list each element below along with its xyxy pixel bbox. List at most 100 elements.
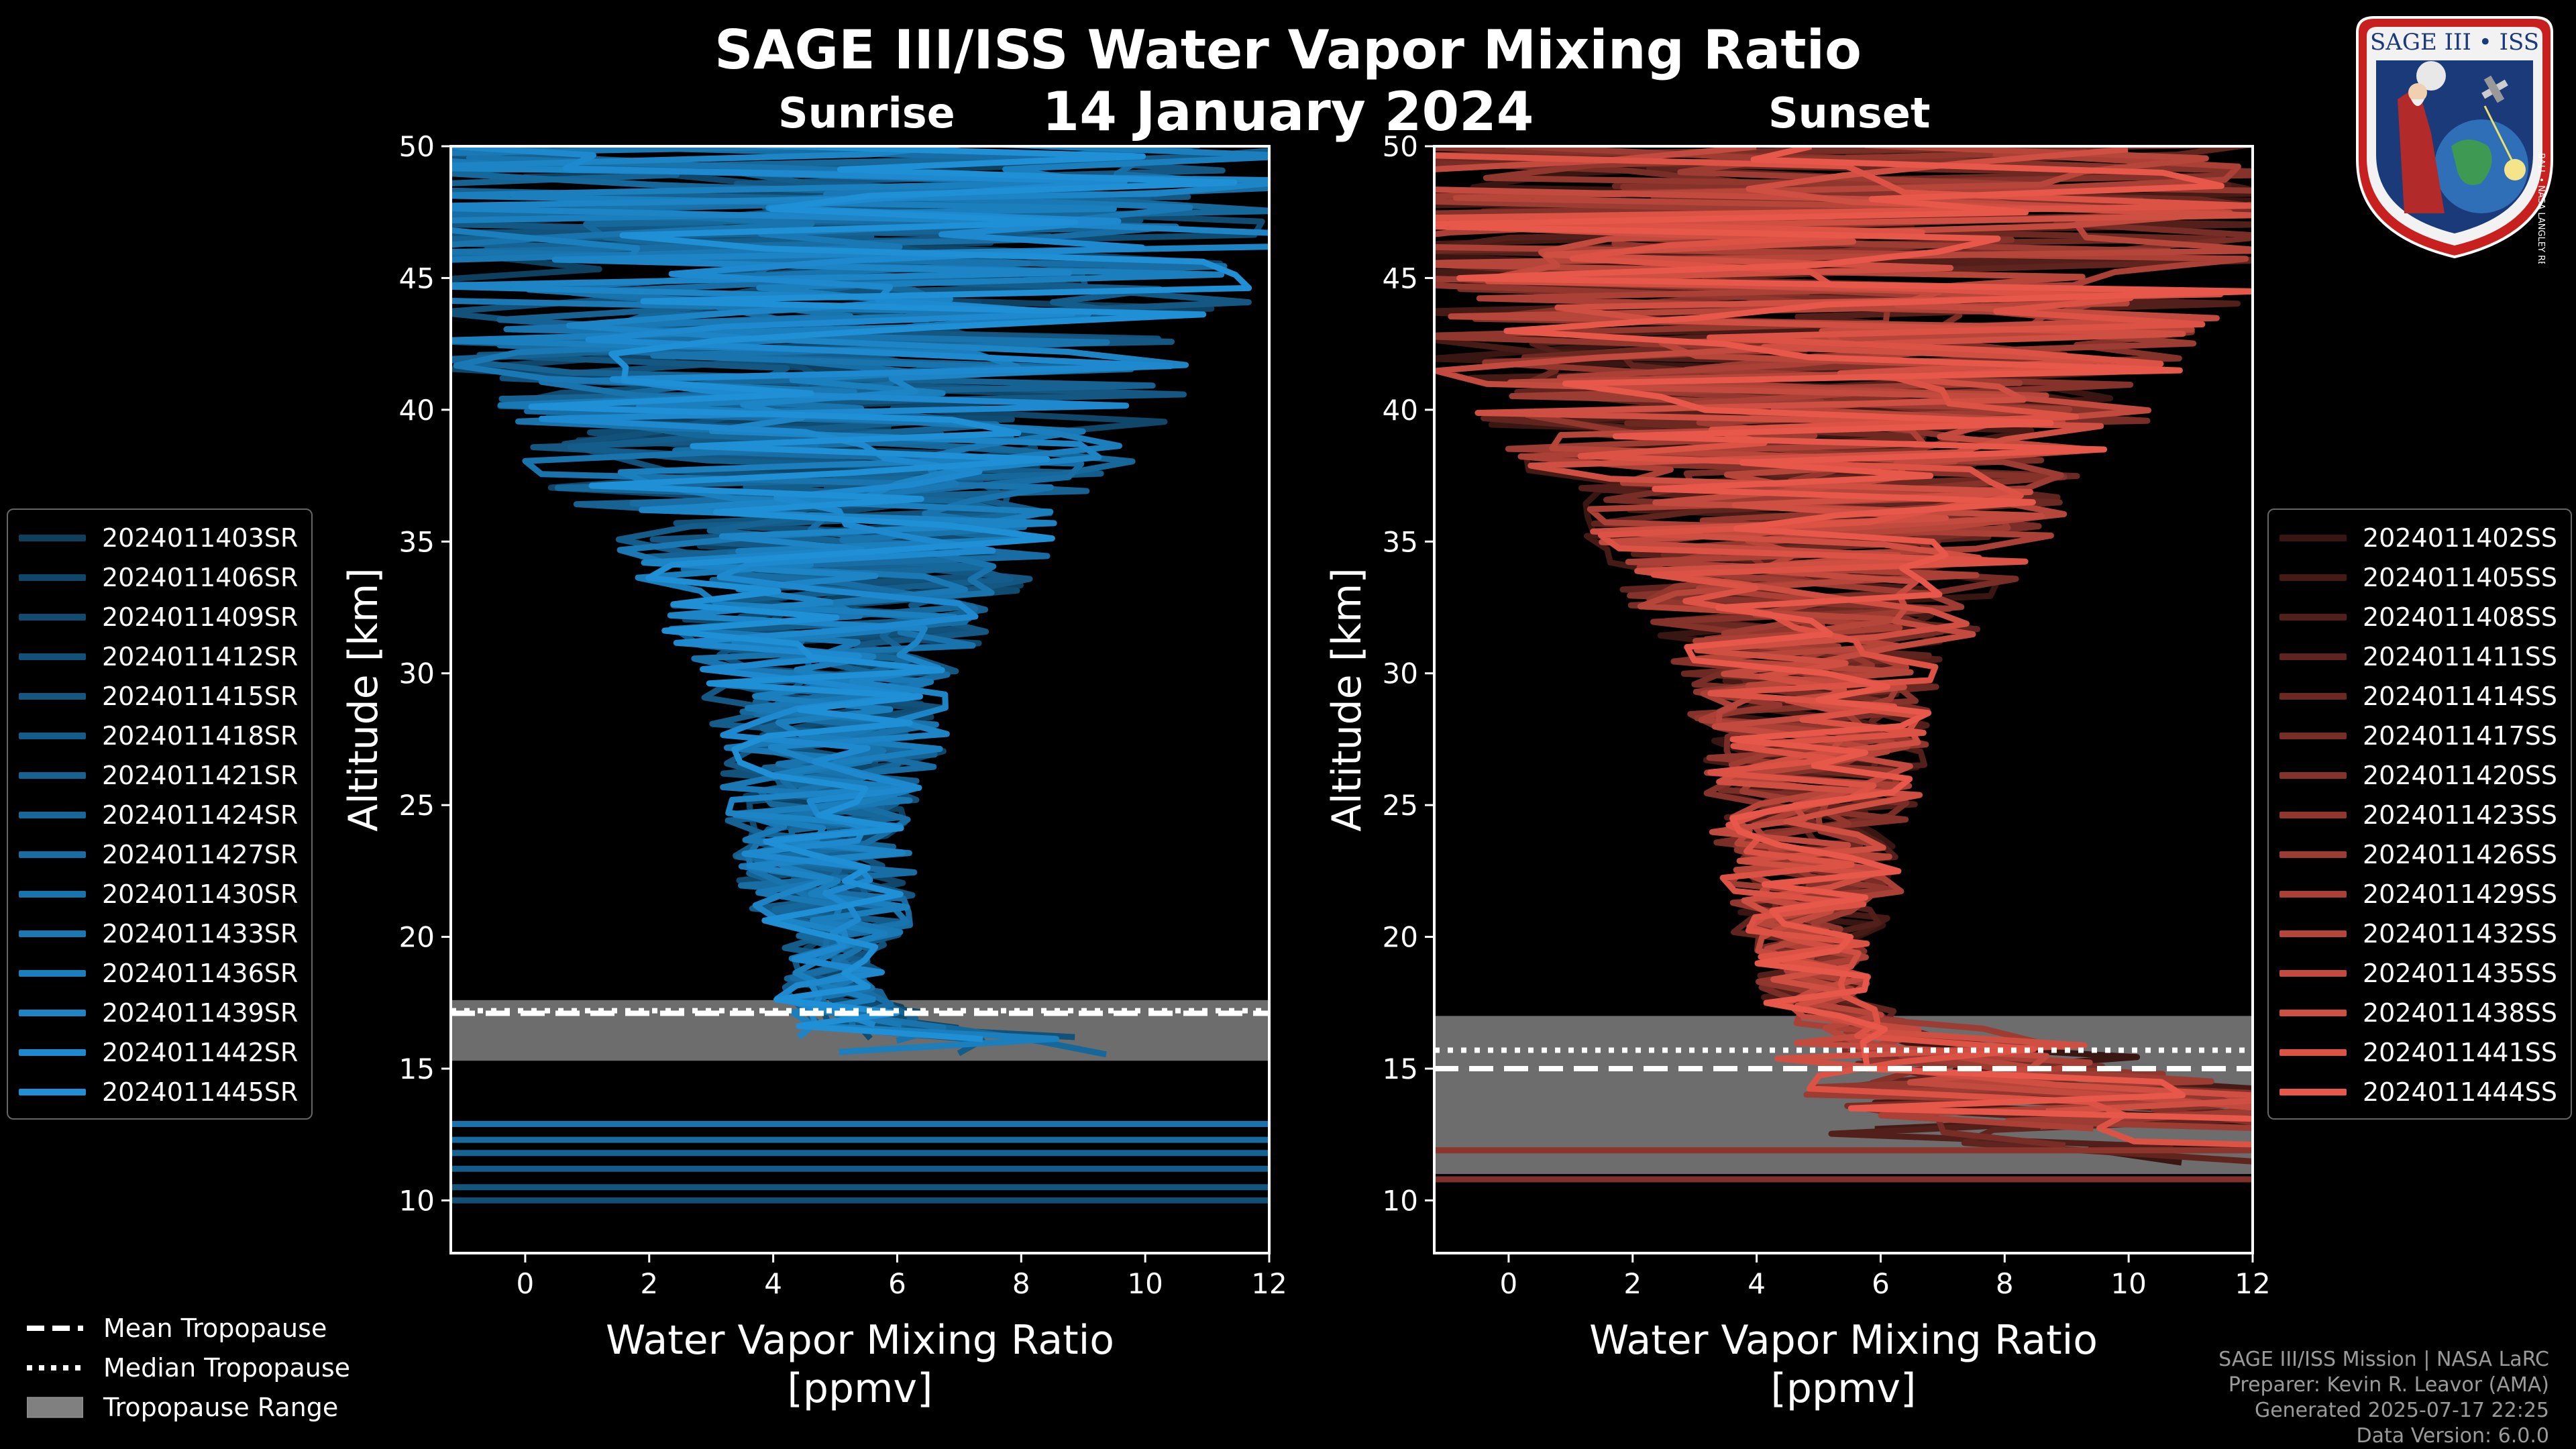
legend-swatch	[19, 653, 86, 660]
legend-label: 2024011402SS	[2363, 523, 2558, 553]
legend-swatch	[2279, 1049, 2347, 1056]
x-tick-label: 12	[2235, 1267, 2270, 1300]
x-tick-label: 10	[2110, 1267, 2146, 1300]
legend-entry-2024011402SS: 2024011402SS	[2279, 518, 2557, 557]
legend-swatch	[2279, 1009, 2347, 1016]
sunrise-x-axis-unit: [ppmv]	[788, 1365, 933, 1412]
legend-swatch	[19, 534, 86, 541]
legend-label: 2024011430SR	[102, 879, 299, 909]
legend-label: 2024011429SS	[2363, 879, 2558, 909]
chart-title: SAGE III/ISS Water Vapor Mixing Ratio	[714, 19, 1862, 81]
legend-label: 2024011438SS	[2363, 998, 2558, 1028]
y-tick-label: 25	[399, 789, 435, 822]
sunset-legend: 2024011402SS 2024011405SS 2024011408SS 2024…	[2267, 508, 2573, 1120]
mean-tropopause-label: Mean Tropopause	[103, 1313, 327, 1343]
legend-swatch	[19, 851, 86, 858]
y-tick-label: 35	[1383, 525, 1418, 558]
legend-median-tropopause: Median Tropopause	[27, 1348, 350, 1387]
legend-swatch	[2279, 653, 2347, 660]
legend-mean-tropopause: Mean Tropopause	[27, 1308, 350, 1348]
legend-label: 2024011436SR	[102, 958, 299, 988]
legend-entry-2024011420SS: 2024011420SS	[2279, 755, 2557, 795]
legend-swatch	[19, 811, 86, 818]
sunrise-subtitle: Sunrise	[778, 89, 955, 138]
legend-entry-2024011403SR: 2024011403SR	[19, 518, 298, 557]
legend-label: 2024011442SR	[102, 1037, 299, 1067]
y-tick-label: 15	[1383, 1053, 1418, 1085]
legend-entry-2024011436SR: 2024011436SR	[19, 953, 298, 993]
x-tick-label: 6	[888, 1267, 906, 1300]
x-tick-label: 8	[1012, 1267, 1030, 1300]
legend-entry-2024011442SR: 2024011442SR	[19, 1032, 298, 1072]
legend-label: 2024011432SS	[2363, 918, 2558, 949]
sunrise-y-axis-label: Altitude [km]	[340, 568, 387, 832]
legend-label: 2024011405SS	[2363, 562, 2558, 592]
credits: SAGE III/ISS Mission | NASA LaRC Prepare…	[2218, 1347, 2549, 1449]
legend-label: 2024011435SS	[2363, 958, 2558, 988]
y-tick-label: 50	[399, 130, 435, 163]
credits-line-1: SAGE III/ISS Mission | NASA LaRC	[2218, 1348, 2549, 1371]
legend-label: 2024011427SR	[102, 839, 299, 869]
y-tick-label: 10	[399, 1184, 435, 1217]
legend-swatch	[2279, 534, 2347, 541]
sunset-axes-frame	[1433, 145, 2254, 1254]
legend-label: 2024011411SS	[2363, 641, 2558, 672]
legend-swatch	[2279, 732, 2347, 739]
legend-entry-2024011405SS: 2024011405SS	[2279, 557, 2557, 597]
y-tick-label: 10	[1383, 1184, 1418, 1217]
legend-swatch	[19, 1049, 86, 1056]
x-tick-label: 12	[1251, 1267, 1287, 1300]
credits-line-3: Generated 2025-07-17 22:25	[2254, 1399, 2549, 1422]
y-tick-label: 20	[1383, 921, 1418, 954]
x-tick-label: 0	[517, 1267, 535, 1300]
legend-label: 2024011426SS	[2363, 839, 2558, 869]
legend-entry-2024011444SS: 2024011444SS	[2279, 1072, 2557, 1112]
legend-swatch	[2279, 692, 2347, 700]
y-tick-label: 50	[1383, 130, 1418, 163]
legend-label: 2024011423SS	[2363, 800, 2558, 830]
legend-swatch	[2279, 771, 2347, 779]
logo-text-top: SAGE III • ISS	[2370, 29, 2539, 56]
legend-entry-2024011418SR: 2024011418SR	[19, 716, 298, 755]
svg-text:SAGE III • ISS: SAGE III • ISS	[2370, 29, 2539, 56]
dotted-line-icon	[27, 1364, 83, 1371]
profile-2024011445SR	[528, 146, 1252, 1042]
credits-line-4: Data Version: 6.0.0	[2356, 1424, 2549, 1448]
legend-entry-2024011421SR: 2024011421SR	[19, 755, 298, 795]
sunset-x-axis-label: Water Vapor Mixing Ratio	[1589, 1317, 2098, 1364]
legend-label: 2024011412SR	[102, 641, 299, 672]
legend-label: 2024011409SR	[102, 602, 299, 632]
sunset-y-axis-label: Altitude [km]	[1324, 568, 1371, 832]
x-tick-label: 0	[1500, 1267, 1518, 1300]
legend-swatch	[19, 890, 86, 898]
legend-swatch	[19, 1009, 86, 1016]
tropopause-legend: Mean Tropopause Median Tropopause Tropop…	[27, 1308, 350, 1427]
y-tick-label: 40	[399, 394, 435, 427]
sunrise-axes-frame	[449, 145, 1271, 1254]
y-tick-label: 40	[1383, 394, 1418, 427]
legend-entry-2024011414SS: 2024011414SS	[2279, 676, 2557, 716]
legend-swatch	[2279, 811, 2347, 818]
sunrise-legend: 2024011403SR 2024011406SR 2024011409SR 2024…	[7, 508, 313, 1120]
legend-swatch	[19, 692, 86, 700]
legend-entry-2024011435SS: 2024011435SS	[2279, 953, 2557, 993]
legend-entry-2024011411SS: 2024011411SS	[2279, 637, 2557, 676]
legend-entry-2024011430SR: 2024011430SR	[19, 874, 298, 914]
legend-label: 2024011417SS	[2363, 720, 2558, 751]
legend-entry-2024011445SR: 2024011445SR	[19, 1072, 298, 1112]
tropopause-range-label: Tropopause Range	[103, 1392, 339, 1422]
x-tick-label: 2	[1623, 1267, 1642, 1300]
legend-entry-2024011417SS: 2024011417SS	[2279, 716, 2557, 755]
y-tick-label: 45	[1383, 262, 1418, 294]
x-tick-label: 2	[640, 1267, 658, 1300]
legend-label: 2024011439SR	[102, 998, 299, 1028]
legend-label: 2024011445SR	[102, 1077, 299, 1107]
legend-label: 2024011408SS	[2363, 602, 2558, 632]
profile-2024011441SS	[1434, 152, 2253, 1148]
x-tick-label: 6	[1872, 1267, 1890, 1300]
legend-entry-2024011427SR: 2024011427SR	[19, 835, 298, 874]
legend-label: 2024011421SR	[102, 760, 299, 790]
legend-entry-2024011433SR: 2024011433SR	[19, 914, 298, 953]
legend-swatch	[19, 930, 86, 937]
